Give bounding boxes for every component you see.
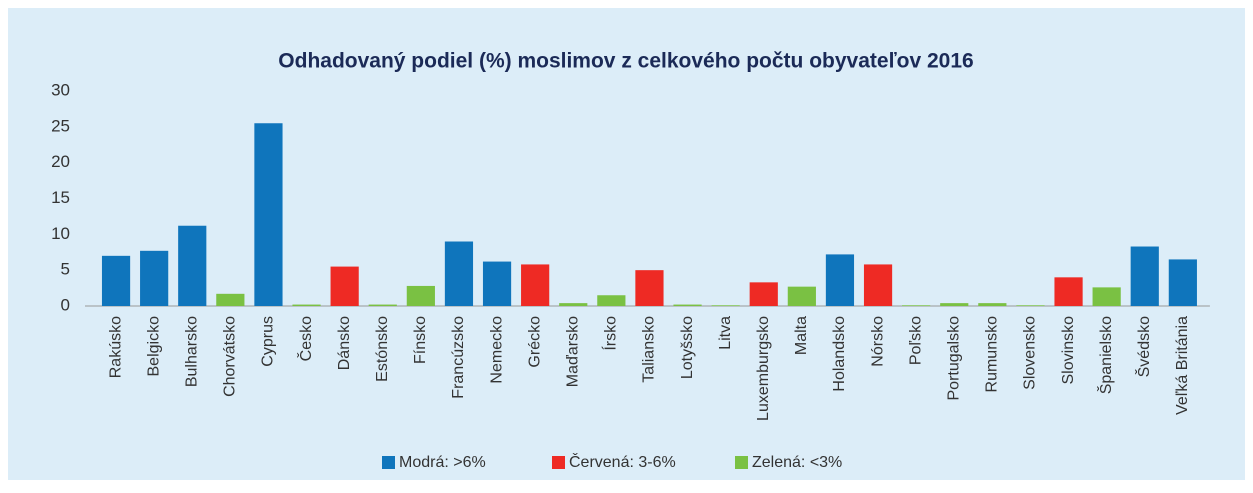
x-tick-label: Španielsko — [1096, 316, 1115, 394]
x-tick-label: Holandsko — [831, 316, 848, 392]
bar — [254, 123, 283, 306]
bar — [597, 295, 626, 306]
x-tick-label: Grécko — [526, 316, 543, 368]
x-tick-label: Chorvátsko — [222, 316, 239, 397]
legend-label: Zelená: <3% — [752, 454, 842, 471]
x-tick-label: Slovensko — [1022, 316, 1039, 390]
legend-swatch — [382, 456, 395, 469]
chart-title: Odhadovaný podiel (%) moslimov z celkové… — [278, 50, 973, 73]
bar — [521, 264, 550, 306]
bar — [1130, 246, 1159, 306]
x-tick-label: Dánsko — [336, 316, 353, 370]
x-tick-label: Maďarsko — [564, 316, 581, 387]
x-tick-label: Luxemburgsko — [755, 316, 772, 421]
bar — [368, 304, 397, 306]
x-tick-label: Portugalsko — [945, 316, 962, 401]
bar — [292, 304, 321, 306]
x-tick-label: Nórsko — [869, 316, 886, 367]
bar — [406, 285, 435, 306]
x-tick-label: Česko — [296, 316, 315, 361]
y-tick-label: 10 — [51, 224, 70, 243]
x-tick-label: Nemecko — [488, 316, 505, 384]
x-tick-label: Malta — [793, 316, 810, 355]
y-tick-label: 5 — [61, 260, 70, 279]
x-tick-label: Estónsko — [374, 316, 391, 382]
bar — [673, 304, 702, 306]
x-tick-label: Belgicko — [145, 316, 162, 377]
chart-background — [8, 8, 1245, 480]
bar — [635, 270, 664, 306]
bar — [1168, 259, 1197, 306]
bar — [178, 225, 207, 306]
x-tick-label: Fínsko — [412, 316, 429, 364]
bar — [825, 254, 855, 306]
bar — [101, 255, 131, 306]
bar — [940, 303, 969, 306]
bar — [1092, 287, 1121, 306]
y-tick-label: 25 — [51, 116, 70, 135]
bar — [482, 261, 512, 306]
bar — [216, 293, 245, 306]
legend-swatch — [735, 456, 748, 469]
x-tick-label: Slovinsko — [1060, 316, 1077, 385]
bar — [559, 303, 588, 306]
x-tick-label: Litva — [717, 316, 734, 350]
bar — [444, 241, 474, 306]
bar — [902, 305, 931, 306]
x-tick-label: Bulharsko — [183, 316, 200, 387]
x-tick-label: Lotyšsko — [679, 316, 696, 379]
x-tick-label: Cyprus — [260, 316, 277, 367]
bar — [711, 305, 740, 306]
y-tick-label: 15 — [51, 188, 70, 207]
x-tick-label: Francúzsko — [450, 316, 467, 399]
bar — [1054, 277, 1083, 306]
bar — [863, 264, 893, 306]
x-tick-label: Taliansko — [641, 316, 658, 383]
x-tick-label: Rumunsko — [984, 316, 1001, 393]
legend-label: Červená: 3-6% — [569, 452, 676, 471]
y-tick-label: 30 — [51, 80, 70, 99]
legend-swatch — [552, 456, 565, 469]
bar — [787, 286, 816, 306]
bar — [1016, 305, 1045, 306]
y-tick-label: 20 — [51, 152, 70, 171]
bar — [330, 266, 359, 306]
x-tick-label: Švédsko — [1134, 316, 1153, 377]
bar — [749, 282, 778, 306]
y-tick-label: 0 — [61, 295, 70, 314]
x-tick-label: Veľká Británia — [1174, 316, 1191, 415]
bar — [978, 303, 1007, 306]
bar — [140, 250, 169, 306]
x-tick-label: Poľsko — [907, 316, 924, 365]
x-tick-label: Rakúsko — [107, 316, 124, 378]
x-tick-label: Írsko — [601, 316, 620, 351]
legend-label: Modrá: >6% — [399, 454, 486, 471]
